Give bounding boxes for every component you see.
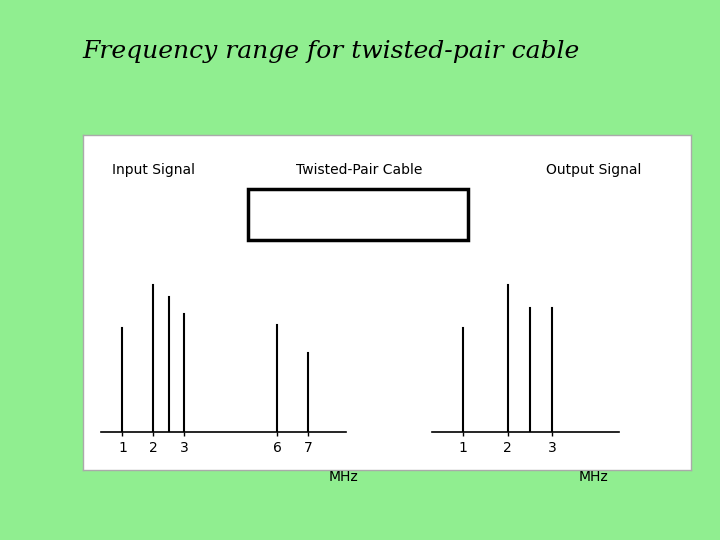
Text: Twisted-Pair Cable: Twisted-Pair Cable — [296, 163, 423, 177]
Text: Input Signal: Input Signal — [112, 163, 194, 177]
Text: MHz: MHz — [579, 470, 609, 484]
Text: MHz: MHz — [328, 470, 359, 484]
Text: Frequency range for twisted-pair cable: Frequency range for twisted-pair cable — [83, 40, 580, 63]
Text: Output Signal: Output Signal — [546, 163, 642, 177]
